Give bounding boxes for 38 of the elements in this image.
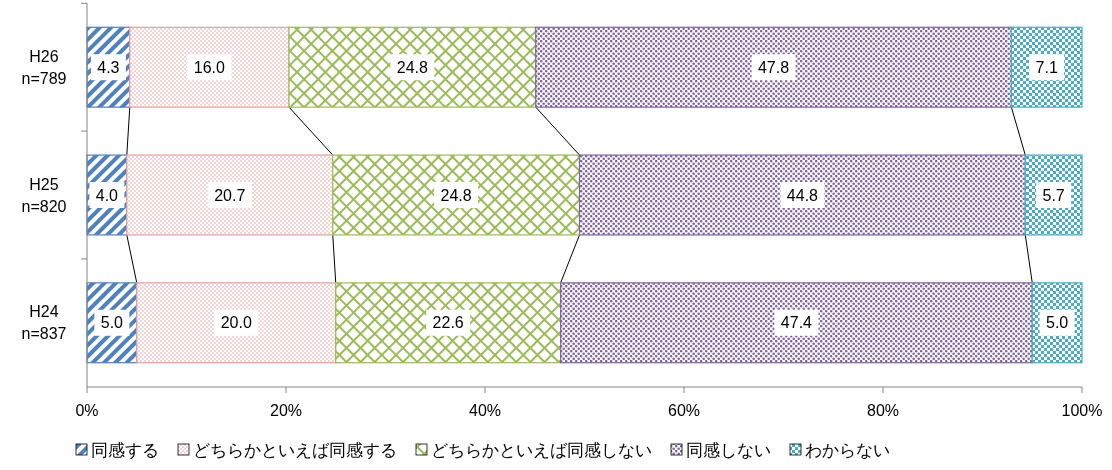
bar: [136, 282, 337, 364]
bar: [535, 26, 1012, 108]
data-label: 5.0: [1046, 314, 1069, 332]
y-tick-label: H26 n=789: [21, 47, 67, 87]
x-tick-label: 100%: [1061, 402, 1103, 419]
data-label: 5.7: [1042, 186, 1065, 204]
legend-label: どちらかといえば同感しない: [431, 440, 652, 460]
y-tick-label: H24 n=837: [21, 303, 67, 343]
bar: [126, 154, 334, 236]
bar: [335, 282, 562, 364]
x-tick-label: 80%: [866, 402, 900, 419]
data-label: 20.0: [220, 314, 252, 332]
bar: [578, 154, 1026, 236]
legend-label: わからない: [805, 440, 890, 460]
data-label: 20.7: [214, 186, 246, 204]
data-label: 47.8: [757, 58, 790, 76]
x-tick-label: 60%: [667, 402, 701, 419]
data-label: 47.4: [780, 314, 813, 332]
bar: [129, 26, 290, 108]
data-label: 4.3: [97, 58, 120, 76]
legend-label: 同感しない: [686, 440, 771, 460]
x-tick-label: 20%: [269, 402, 303, 419]
data-label: 24.8: [396, 58, 429, 76]
data-label: 7.1: [1035, 58, 1058, 76]
x-tick-label: 0%: [75, 402, 99, 419]
data-label: 22.6: [432, 314, 464, 332]
data-label: 24.8: [440, 186, 472, 204]
data-label: 44.8: [786, 186, 819, 204]
data-label: 4.0: [95, 186, 119, 204]
legend-label: 同感する: [91, 440, 159, 460]
data-label: 16.0: [193, 58, 226, 76]
y-tick-label: H25 n=820: [21, 175, 67, 215]
x-tick-label: 40%: [468, 402, 502, 419]
bar: [288, 26, 537, 108]
data-label: 5.0: [100, 314, 124, 332]
bar: [560, 282, 1033, 364]
bar: [332, 154, 581, 236]
legend-label: どちらかといえば同感する: [193, 440, 397, 460]
